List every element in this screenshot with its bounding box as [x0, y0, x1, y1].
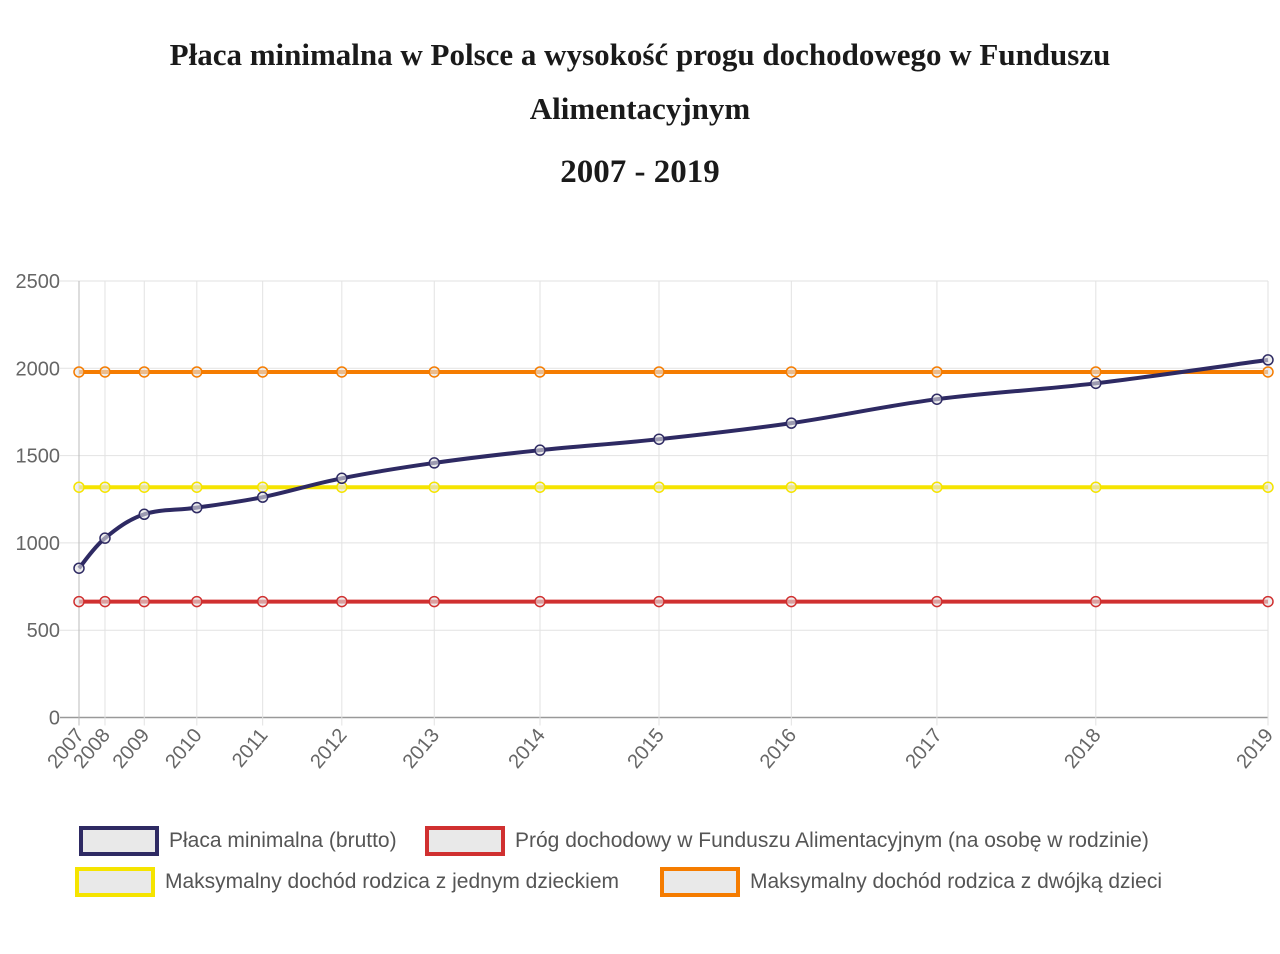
- data-point: [1262, 354, 1274, 366]
- data-point: [138, 481, 151, 493]
- data-point: [931, 366, 943, 378]
- legend-label: Płaca minimalna (brutto): [169, 829, 397, 852]
- data-point: [653, 481, 665, 493]
- data-point: [785, 595, 798, 608]
- data-point: [99, 481, 111, 493]
- data-point: [1090, 366, 1102, 378]
- data-point: [73, 595, 85, 608]
- data-point: [534, 595, 546, 608]
- data-point: [931, 481, 943, 493]
- series-2: [73, 481, 1274, 493]
- legend-swatch: [425, 826, 505, 856]
- x-tick-label: 2017: [901, 725, 946, 773]
- x-tick-label: 2013: [399, 725, 444, 773]
- legend-label: Maksymalny dochód rodzica z dwójką dziec…: [750, 870, 1163, 893]
- data-point: [336, 366, 348, 378]
- data-point: [99, 595, 111, 608]
- data-point: [1090, 595, 1102, 608]
- data-point: [138, 508, 151, 521]
- data-point: [1262, 481, 1274, 493]
- y-tick-label: 500: [27, 620, 60, 642]
- y-tick-label: 1000: [16, 533, 61, 555]
- series-line: [77, 357, 1269, 570]
- data-point: [653, 595, 665, 608]
- data-point: [256, 595, 269, 608]
- data-point: [653, 366, 665, 378]
- legend-item-1[interactable]: Próg dochodowy w Funduszu Alimentacyjnym…: [425, 826, 1149, 856]
- legend-item-2[interactable]: Maksymalny dochód rodzica z jednym dziec…: [75, 867, 619, 897]
- data-point: [138, 595, 151, 608]
- data-point: [534, 444, 546, 456]
- x-tick-label: 2019: [1232, 725, 1277, 773]
- x-tick-label: 2011: [228, 725, 273, 772]
- data-point: [785, 481, 798, 493]
- data-point: [428, 457, 441, 469]
- data-point: [1262, 366, 1274, 378]
- data-point: [931, 393, 943, 405]
- data-point: [191, 501, 203, 514]
- data-point: [1090, 481, 1102, 493]
- x-tick-label: 2010: [161, 725, 206, 773]
- chart-title: Płaca minimalna w Polsce a wysokość prog…: [169, 37, 1111, 126]
- data-point: [256, 481, 269, 493]
- data-point: [653, 433, 665, 445]
- data-point: [73, 366, 85, 378]
- legend-item-3[interactable]: Maksymalny dochód rodzica z dwójką dziec…: [660, 867, 1162, 897]
- data-point: [1262, 595, 1274, 608]
- data-point: [428, 481, 441, 493]
- legend-swatch: [75, 867, 155, 897]
- data-point: [428, 595, 441, 608]
- series-0: [73, 354, 1274, 574]
- series-1: [73, 595, 1274, 608]
- data-point: [256, 491, 269, 503]
- legend-label: Próg dochodowy w Funduszu Alimentacyjnym…: [515, 829, 1149, 852]
- y-tick-label: 2000: [16, 358, 61, 380]
- data-point: [534, 481, 546, 493]
- series-3: [73, 366, 1274, 378]
- data-point: [1090, 377, 1102, 390]
- data-point: [785, 366, 798, 378]
- data-point: [336, 595, 348, 608]
- legend-label: Maksymalny dochód rodzica z jednym dziec…: [165, 870, 620, 893]
- chart-subtitle: 2007 - 2019: [560, 154, 720, 190]
- x-tick-label: 2016: [756, 725, 801, 773]
- y-tick-label: 1500: [16, 446, 61, 468]
- data-point: [191, 366, 203, 378]
- x-tick-label: 2012: [306, 725, 351, 773]
- legend-item-0[interactable]: Płaca minimalna (brutto): [79, 826, 397, 856]
- data-point: [428, 366, 441, 378]
- data-point: [73, 562, 85, 574]
- data-point: [99, 532, 111, 544]
- x-tick-label: 2014: [504, 725, 549, 773]
- data-point: [191, 481, 203, 493]
- data-point: [73, 481, 85, 493]
- y-tick-label: 0: [49, 708, 60, 730]
- y-tick-label: 2500: [16, 271, 61, 293]
- data-point: [534, 366, 546, 378]
- data-point: [191, 595, 203, 608]
- legend-swatch: [660, 867, 740, 897]
- x-tick-label: 2018: [1060, 725, 1105, 773]
- legend-swatch: [79, 826, 159, 856]
- data-point: [336, 472, 348, 485]
- x-tick-label: 2015: [623, 725, 668, 773]
- data-point: [138, 366, 151, 378]
- data-point: [785, 417, 798, 429]
- data-point: [99, 366, 111, 378]
- data-point: [931, 595, 943, 608]
- data-point: [256, 366, 269, 378]
- x-tick-label: 2009: [109, 725, 154, 773]
